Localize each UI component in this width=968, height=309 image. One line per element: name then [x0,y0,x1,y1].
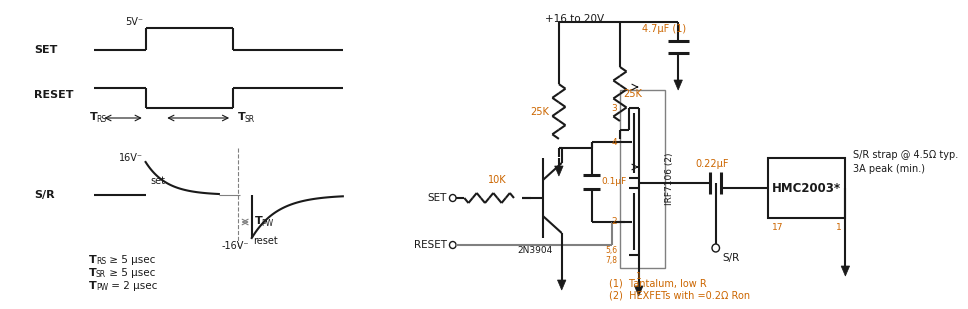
Text: RS: RS [97,115,106,124]
Text: 16V⁻: 16V⁻ [119,153,142,163]
Text: 5V⁻: 5V⁻ [125,17,142,27]
Text: set: set [150,176,166,186]
Text: PW: PW [261,218,273,227]
Text: T: T [89,255,97,265]
Text: 25K: 25K [623,89,643,99]
Text: S/R: S/R [722,253,740,263]
Text: HMC2003*: HMC2003* [772,181,841,194]
Text: T: T [90,112,98,122]
Text: -16V⁻: -16V⁻ [222,241,249,251]
Text: +16 to 20V: +16 to 20V [545,14,604,24]
Text: 5,6: 5,6 [605,245,618,255]
Text: ≥ 5 μsec: ≥ 5 μsec [106,255,156,265]
Text: 3: 3 [612,104,618,112]
Text: RESET: RESET [414,240,447,250]
Text: T: T [89,281,97,291]
Text: (2)  HEXFETs with =0.2Ω Ron: (2) HEXFETs with =0.2Ω Ron [609,290,750,300]
Polygon shape [634,286,643,296]
Text: ≥ 5 μsec: ≥ 5 μsec [106,268,156,278]
Polygon shape [841,266,850,276]
Text: S/R strap @ 4.5Ω typ.: S/R strap @ 4.5Ω typ. [853,150,958,160]
Text: SR: SR [244,115,255,124]
Text: SR: SR [96,270,106,279]
Text: = 2 μsec: = 2 μsec [108,281,158,291]
Text: 4: 4 [612,138,618,146]
Text: 25K: 25K [530,107,550,116]
Text: (1)  Tantalum, low R: (1) Tantalum, low R [609,278,707,288]
Text: 1: 1 [636,272,642,281]
Polygon shape [674,80,682,90]
Text: 17: 17 [772,223,784,232]
Text: T: T [255,216,262,226]
Text: T: T [238,112,246,122]
Text: SET: SET [428,193,447,203]
Text: 7,8: 7,8 [605,256,618,265]
Polygon shape [558,280,566,290]
Text: 0.22μF: 0.22μF [695,159,729,169]
Text: 1: 1 [836,223,841,232]
Text: T: T [89,268,97,278]
Text: RS: RS [96,257,106,266]
Text: PW: PW [96,283,108,292]
Text: 2N3904: 2N3904 [518,246,553,255]
Text: 10K: 10K [489,175,507,185]
Text: RESET: RESET [34,90,74,100]
Text: 4.7μF (1): 4.7μF (1) [643,24,686,34]
Text: IRF7106 (2): IRF7106 (2) [665,153,675,205]
Text: SET: SET [34,45,57,55]
Polygon shape [555,166,563,176]
Text: 0.1μF: 0.1μF [601,177,626,187]
Text: reset: reset [254,236,279,246]
Text: 2: 2 [612,218,618,226]
Text: 3A peak (min.): 3A peak (min.) [853,164,924,174]
Text: S/R: S/R [34,190,54,200]
